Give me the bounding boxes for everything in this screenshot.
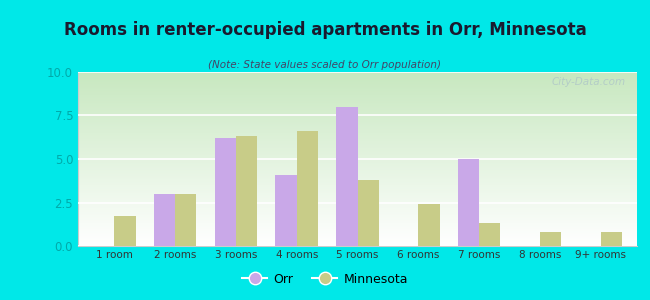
Text: Rooms in renter-occupied apartments in Orr, Minnesota: Rooms in renter-occupied apartments in O… bbox=[64, 21, 586, 39]
Bar bbox=[276, 175, 297, 246]
Bar bbox=[297, 131, 318, 246]
Bar bbox=[176, 194, 196, 246]
Legend: Orr, Minnesota: Orr, Minnesota bbox=[237, 268, 413, 291]
Bar bbox=[358, 180, 379, 246]
Bar bbox=[601, 232, 622, 246]
Bar bbox=[458, 159, 479, 246]
Bar bbox=[336, 107, 358, 246]
Bar bbox=[479, 224, 501, 246]
Bar bbox=[114, 216, 136, 246]
Bar bbox=[418, 204, 439, 246]
Bar bbox=[236, 136, 257, 246]
Bar bbox=[214, 138, 236, 246]
Bar bbox=[540, 232, 561, 246]
Bar bbox=[154, 194, 176, 246]
Text: (Note: State values scaled to Orr population): (Note: State values scaled to Orr popula… bbox=[209, 60, 441, 70]
Text: City-Data.com: City-Data.com bbox=[552, 77, 626, 87]
